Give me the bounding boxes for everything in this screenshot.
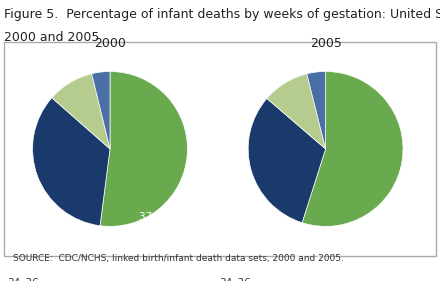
Wedge shape	[33, 98, 110, 226]
Wedge shape	[307, 71, 326, 149]
Wedge shape	[100, 71, 187, 226]
Title: 2000: 2000	[94, 37, 126, 49]
Text: 34–36
9.7%: 34–36 9.7%	[7, 278, 39, 281]
Text: Less than 32
52.0%: Less than 32 52.0%	[54, 244, 120, 266]
Wedge shape	[248, 98, 326, 223]
Wedge shape	[302, 71, 403, 226]
Text: 37 and over
31.4%: 37 and over 31.4%	[139, 212, 202, 233]
Text: Less than 32
54.9%: Less than 32 54.9%	[277, 244, 343, 266]
Text: 34–36
9.8%: 34–36 9.8%	[219, 278, 250, 281]
FancyBboxPatch shape	[4, 42, 436, 256]
Wedge shape	[267, 74, 326, 149]
Wedge shape	[52, 74, 110, 149]
Text: 2000 and 2005: 2000 and 2005	[4, 31, 100, 44]
Text: SOURCE:  CDC/NCHS, linked birth/infant death data sets, 2000 and 2005.: SOURCE: CDC/NCHS, linked birth/infant de…	[13, 254, 344, 263]
Wedge shape	[92, 71, 110, 149]
Text: Figure 5.  Percentage of infant deaths by weeks of gestation: United States,: Figure 5. Percentage of infant deaths by…	[4, 8, 440, 21]
Title: 2005: 2005	[310, 37, 341, 49]
